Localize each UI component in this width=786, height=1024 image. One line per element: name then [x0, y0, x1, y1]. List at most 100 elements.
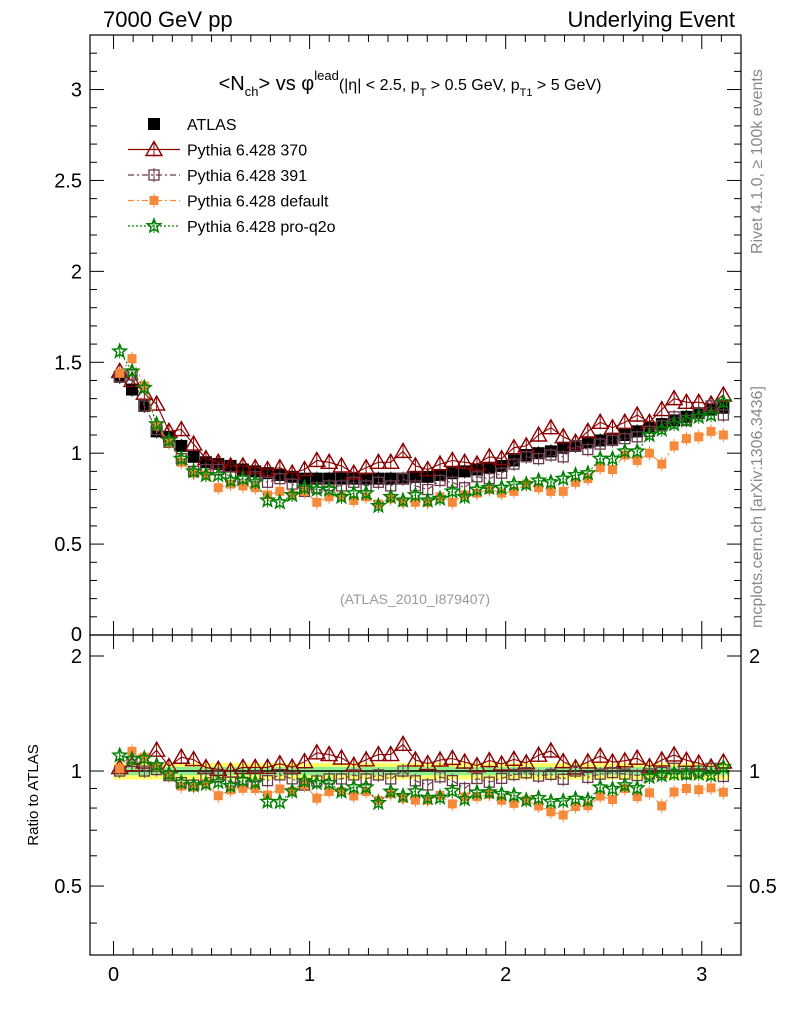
ratio-point — [447, 799, 457, 809]
title-cuts-b: > 0.5 GeV, p — [426, 77, 519, 94]
data-point — [295, 460, 314, 477]
main-ytick-label: 2 — [71, 261, 82, 283]
data-point — [706, 426, 716, 436]
data-point — [546, 486, 556, 496]
ratio-point — [606, 766, 619, 779]
data-point — [493, 478, 511, 496]
ratio-point — [578, 752, 598, 769]
ratio-point — [295, 771, 314, 789]
data-point — [603, 449, 622, 467]
data-point — [664, 389, 684, 406]
ratio-point — [582, 771, 594, 784]
legend-label: ATLAS — [187, 117, 237, 134]
ratio-point — [657, 801, 667, 811]
ratio-point — [505, 786, 523, 803]
ratio-point — [669, 787, 679, 797]
data-point — [234, 469, 252, 487]
data-point — [172, 420, 191, 437]
data-point — [312, 497, 322, 507]
data-point — [323, 472, 336, 485]
ratio-point — [406, 782, 425, 799]
title-vs: > vs φ — [258, 73, 314, 95]
main-ticks: 0.5 1 1.5 2 2.5 3 0 — [54, 35, 741, 646]
ratio-point — [372, 769, 385, 781]
data-point — [369, 452, 388, 469]
ratio-point — [312, 793, 322, 803]
ratio-xtick-label: 0 — [108, 964, 119, 986]
data-point — [209, 465, 227, 483]
ratio-point — [160, 764, 178, 782]
data-point — [508, 458, 520, 470]
main-watermark: (ATLAS_2010_I879407) — [340, 591, 490, 607]
data-point — [160, 431, 178, 448]
data-point — [261, 476, 274, 488]
data-point — [147, 394, 166, 411]
legend-label: Pythia 6.428 391 — [187, 168, 307, 185]
ratio-point — [718, 787, 728, 797]
data-point — [397, 472, 409, 485]
data-point — [335, 472, 348, 485]
data-point — [631, 431, 643, 443]
ratio-point — [138, 765, 150, 777]
legend-marker — [149, 196, 159, 205]
data-point — [594, 438, 606, 450]
data-point — [532, 452, 545, 465]
ratio-point — [571, 801, 581, 811]
ratio-point — [644, 788, 654, 798]
data-point — [184, 434, 203, 451]
ratio-point — [319, 745, 339, 762]
rivet-label: Rivet 4.1.0, ≥ 100k events — [749, 69, 766, 254]
data-point — [332, 456, 351, 473]
header-right: Underlying Event — [567, 7, 735, 32]
ratio-point — [434, 771, 446, 783]
ratio-point — [694, 785, 704, 795]
data-point — [258, 491, 277, 508]
mcplots-label: mcplots.cern.ch [arXiv:1306.3436] — [749, 386, 766, 628]
data-point — [406, 456, 425, 473]
ratio-point — [541, 741, 561, 758]
data-point — [595, 463, 605, 473]
ratio-point — [534, 801, 544, 811]
ratio-series-line — [119, 760, 724, 790]
data-point — [271, 493, 289, 510]
ratio-point — [275, 784, 285, 794]
ratio-point — [283, 782, 301, 799]
data-point — [443, 482, 461, 499]
title-cuts-a: (|η| < 2.5, p — [339, 77, 420, 94]
ratio-ytick-label-right: 0.5 — [749, 876, 777, 898]
data-point — [694, 432, 704, 442]
ratio-point — [455, 752, 474, 769]
data-point — [172, 449, 190, 466]
data-point — [492, 449, 511, 466]
data-point — [384, 472, 397, 485]
ratio-point — [554, 791, 572, 809]
ratio-point — [147, 740, 166, 757]
data-point — [372, 476, 385, 488]
data-point — [319, 452, 339, 469]
ratio-point — [579, 790, 597, 808]
main-ytick-label-zero: 0 — [71, 624, 82, 646]
ratio-point — [681, 784, 691, 794]
data-point — [455, 487, 474, 505]
ratio-point — [653, 766, 671, 783]
ratio-point — [443, 749, 462, 766]
ratio-point — [554, 752, 573, 769]
data-point — [430, 454, 450, 471]
ratio-point — [558, 810, 568, 820]
ratio-point — [509, 798, 519, 808]
title-n: <N — [219, 73, 245, 95]
ratio-xtick-label: 2 — [500, 964, 511, 986]
data-point — [566, 465, 585, 483]
data-point — [443, 451, 462, 468]
ratio-point — [274, 769, 286, 781]
ratio-point — [418, 754, 437, 771]
data-point — [213, 483, 223, 493]
ratio-point — [616, 776, 634, 793]
data-point — [653, 420, 671, 437]
ratio-point — [690, 764, 708, 782]
data-point — [571, 477, 581, 487]
main-plot: 0.511.522.530 (ATLAS_2010_I879407) <Nch>… — [54, 34, 742, 646]
ratio-point — [172, 773, 191, 790]
data-point — [628, 442, 646, 459]
data-point — [185, 462, 203, 479]
